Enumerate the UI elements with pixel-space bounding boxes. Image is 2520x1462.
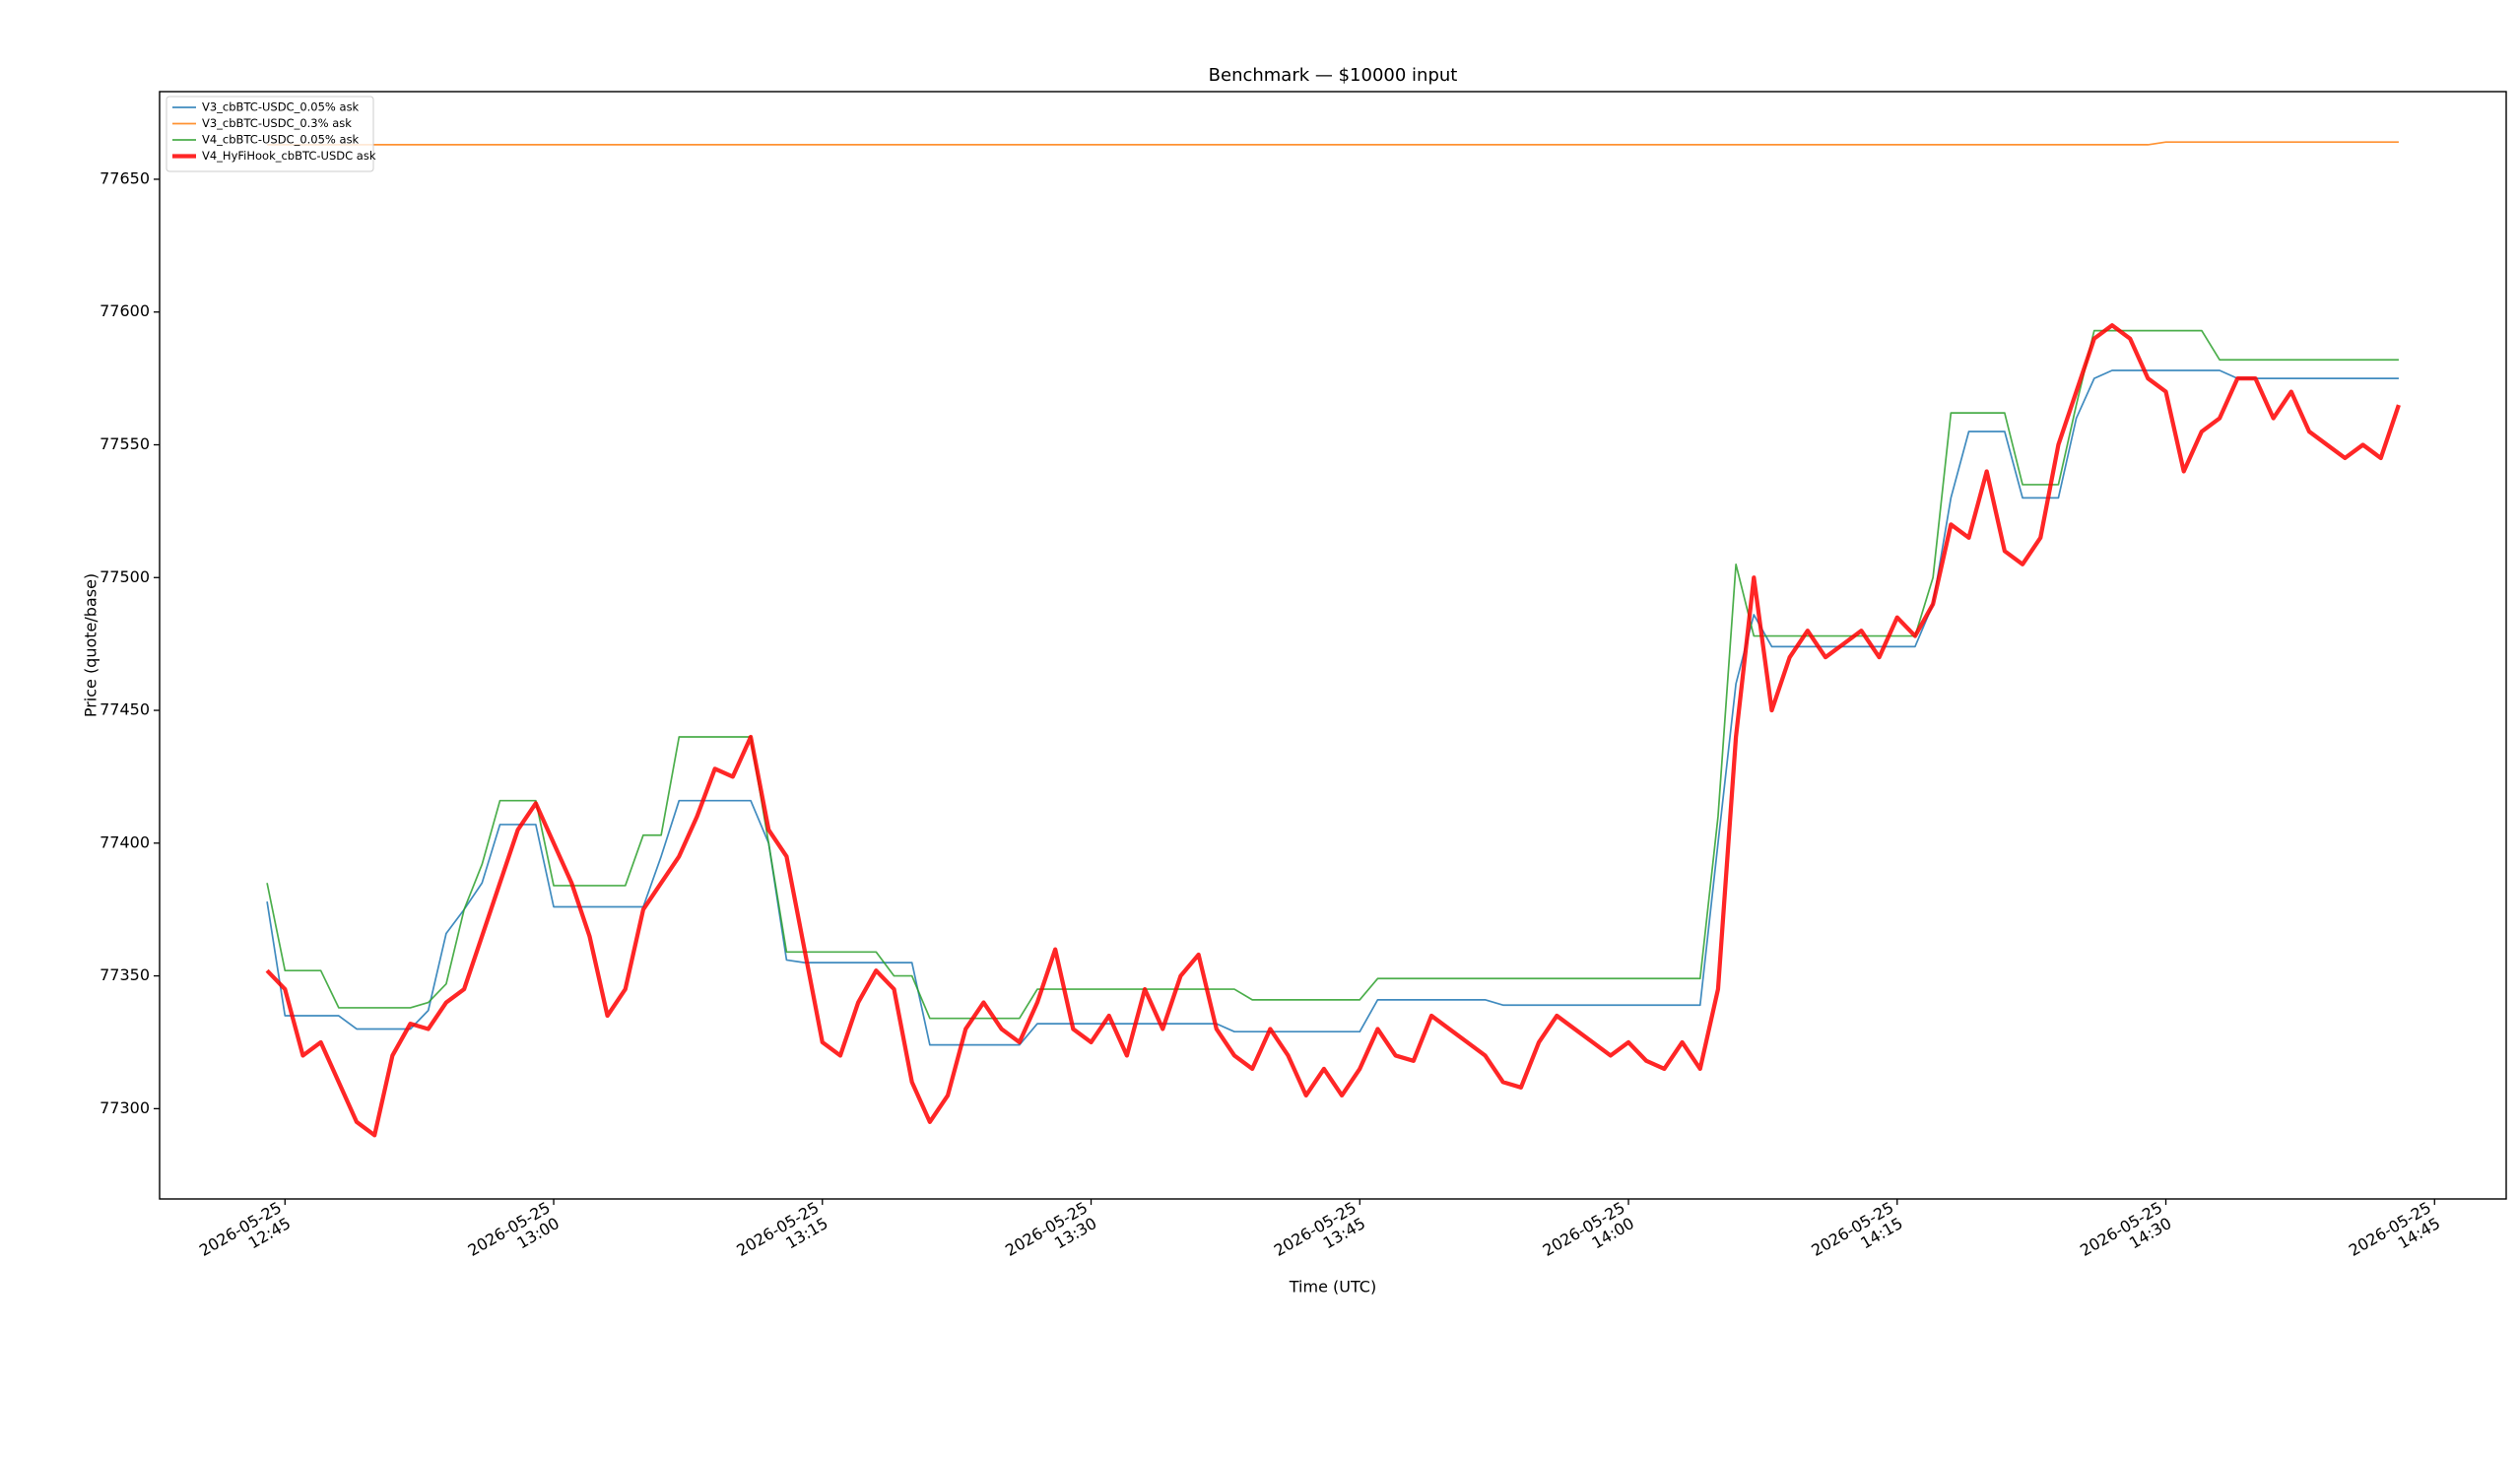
y-tick-label: 77400 xyxy=(99,832,150,851)
x-tick-label: 2026-05-2514:45 xyxy=(2346,1198,2443,1276)
plot-frame xyxy=(159,91,2507,1200)
x-tick-label: 2026-05-2514:00 xyxy=(1539,1198,1636,1276)
legend-label: V4_cbBTC-USDC_0.05% ask xyxy=(202,133,360,147)
x-tick-label: 2026-05-2513:00 xyxy=(464,1198,562,1276)
x-tick-label: 2026-05-2514:30 xyxy=(2077,1198,2174,1276)
series-line xyxy=(265,323,2401,1138)
y-tick-label: 77550 xyxy=(99,434,150,453)
series-line xyxy=(267,141,2399,146)
series-line xyxy=(266,369,2399,1046)
legend: V3_cbBTC-USDC_0.05% ask V3_cbBTC-USDC_0.3… xyxy=(166,96,376,172)
y-tick-label: 77650 xyxy=(99,168,150,187)
y-tick-label: 77500 xyxy=(99,567,150,586)
y-tick-label: 77350 xyxy=(99,965,150,984)
series-line xyxy=(266,329,2399,1020)
y-tick-label: 77300 xyxy=(99,1098,150,1117)
y-tick-label: 77600 xyxy=(99,301,150,320)
legend-label: V3_cbBTC-USDC_0.3% ask xyxy=(202,116,352,130)
x-tick-label: 2026-05-2513:15 xyxy=(733,1198,830,1276)
legend-label: V4_HyFiHook_cbBTC-USDC ask xyxy=(202,149,376,163)
x-tick-label: 2026-05-2512:45 xyxy=(196,1198,294,1276)
x-tick-label: 2026-05-2513:30 xyxy=(1002,1198,1099,1276)
x-tick-label: 2026-05-2514:15 xyxy=(1808,1198,1905,1276)
y-tick-label: 77450 xyxy=(99,700,150,719)
legend-box xyxy=(166,96,374,172)
y-axis-label: Price (quote/base) xyxy=(82,573,100,717)
chart-title: Benchmark — $10000 input xyxy=(1209,65,1458,86)
x-tick-label: 2026-05-2513:45 xyxy=(1271,1198,1368,1276)
x-axis-label: Time (UTC) xyxy=(1289,1278,1376,1296)
legend-label: V3_cbBTC-USDC_0.05% ask xyxy=(202,100,360,114)
